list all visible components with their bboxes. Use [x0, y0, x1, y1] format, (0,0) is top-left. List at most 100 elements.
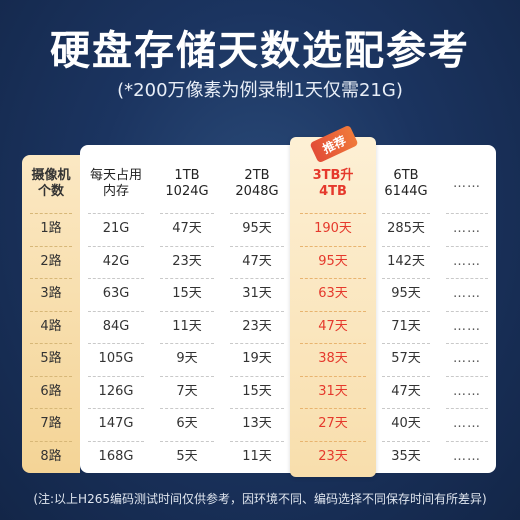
row-divider	[300, 408, 366, 409]
table-cell: ……	[453, 383, 481, 399]
row-divider	[30, 375, 72, 377]
camera-count-column	[22, 155, 80, 473]
row-divider	[160, 408, 214, 409]
row-label: 4路	[40, 318, 62, 334]
row-divider	[300, 375, 366, 377]
table-cell: ……	[453, 416, 481, 432]
header-cell: ……	[453, 175, 481, 191]
table-cell: 38天	[318, 351, 348, 367]
row-divider	[230, 278, 284, 279]
table-cell: 126G	[98, 383, 134, 399]
row-divider	[446, 310, 488, 312]
table-cell: 23天	[242, 318, 272, 334]
table-cell: 11天	[172, 318, 202, 334]
table-cell: 5天	[176, 448, 198, 464]
table-cell: 42G	[102, 253, 130, 269]
row-divider	[88, 245, 144, 247]
row-label: 1路	[40, 221, 62, 237]
table-cell: 142天	[387, 253, 425, 269]
table-cell: 190天	[314, 221, 352, 237]
row-divider	[30, 408, 72, 409]
header-divider	[446, 213, 488, 214]
row-divider	[446, 343, 488, 344]
table-card	[80, 145, 496, 473]
row-label: 5路	[40, 351, 62, 367]
table-cell: 95天	[391, 286, 421, 302]
row-divider	[88, 440, 144, 442]
row-divider	[160, 245, 214, 247]
row-divider	[160, 440, 214, 442]
row-label: 7路	[40, 416, 62, 432]
table-cell: 40天	[391, 416, 421, 432]
table-cell: ……	[453, 253, 481, 269]
table-cell: 9天	[176, 351, 198, 367]
row-divider	[300, 343, 366, 344]
row-divider	[446, 440, 488, 442]
row-divider	[30, 310, 72, 312]
row-divider	[88, 310, 144, 312]
header-cell: 2TB 2048G	[235, 167, 279, 199]
table-cell: 31天	[242, 286, 272, 302]
table-cell: 95天	[318, 253, 348, 269]
row-divider	[300, 310, 366, 312]
header-cell: 1TB 1024G	[165, 167, 209, 199]
row-divider	[446, 375, 488, 377]
table-cell: 11天	[242, 448, 272, 464]
table-cell: 15天	[172, 286, 202, 302]
header-divider	[30, 213, 72, 214]
row-label: 6路	[40, 383, 62, 399]
header-cell: 摄像机 个数	[31, 167, 71, 199]
header-cell: 6TB 6144G	[384, 167, 428, 199]
table-cell: 84G	[102, 318, 130, 334]
row-label: 3路	[40, 286, 62, 302]
row-divider	[88, 278, 144, 279]
table-cell: 168G	[98, 448, 134, 464]
table-cell: ……	[453, 448, 481, 464]
table-cell: 285天	[387, 221, 425, 237]
table-cell: 7天	[176, 383, 198, 399]
storage-table: 推荐 摄像机 个数 每天占用 内存 1TB 1024G 2TB 2048G 3TB升 4…	[22, 124, 500, 477]
table-cell: 23天	[172, 253, 202, 269]
table-cell: ……	[453, 221, 481, 237]
table-cell: 57天	[391, 351, 421, 367]
header-divider	[300, 213, 366, 214]
table-cell: 27天	[318, 416, 348, 432]
row-divider	[446, 278, 488, 279]
table-cell: 13天	[242, 416, 272, 432]
table-cell: 19天	[242, 351, 272, 367]
page-subtitle: (*200万像素为例录制1天仅需21G)	[117, 80, 403, 101]
table-cell: ……	[453, 318, 481, 334]
row-divider	[382, 310, 430, 312]
header-divider	[160, 213, 214, 214]
table-cell: 105G	[98, 351, 134, 367]
row-divider	[382, 375, 430, 377]
row-divider	[300, 440, 366, 442]
header-cell: 每天占用 内存	[89, 167, 142, 199]
row-divider	[382, 343, 430, 344]
table-cell: 35天	[391, 448, 421, 464]
row-divider	[230, 343, 284, 344]
page-title: 硬盘存储天数选配参考	[50, 28, 470, 74]
row-label: 8路	[40, 448, 62, 464]
table-cell: 47天	[242, 253, 272, 269]
row-divider	[160, 278, 214, 279]
row-divider	[88, 408, 144, 409]
table-cell: 147G	[98, 416, 134, 432]
row-divider	[88, 343, 144, 344]
table-cell: 31天	[318, 383, 348, 399]
header-divider	[382, 213, 430, 214]
table-cell: 15天	[242, 383, 272, 399]
row-divider	[300, 278, 366, 279]
row-divider	[230, 408, 284, 409]
table-cell: ……	[453, 286, 481, 302]
header-divider	[88, 213, 144, 214]
row-divider	[230, 375, 284, 377]
row-divider	[160, 310, 214, 312]
row-divider	[446, 245, 488, 247]
table-cell: 47天	[172, 221, 202, 237]
row-divider	[300, 245, 366, 247]
table-cell: 71天	[391, 318, 421, 334]
table-cell: 63天	[318, 286, 348, 302]
row-divider	[382, 245, 430, 247]
row-divider	[88, 375, 144, 377]
